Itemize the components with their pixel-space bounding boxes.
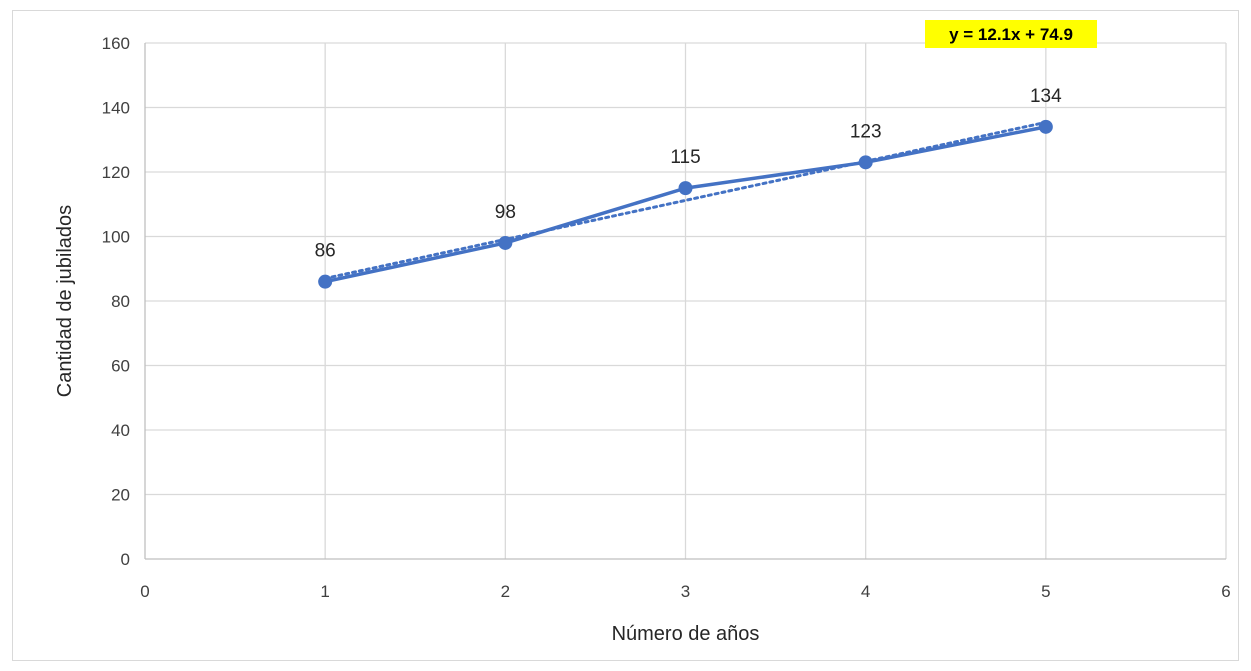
axes xyxy=(144,43,1226,560)
data-label: 123 xyxy=(850,121,882,142)
gridlines xyxy=(145,42,1227,559)
x-tick-label: 5 xyxy=(1041,582,1050,601)
y-tick-labels: 0 20 40 60 80 100 120 140 160 xyxy=(102,34,130,569)
y-axis-title: Cantidad de jubilados xyxy=(54,205,76,397)
data-label: 98 xyxy=(495,202,516,223)
series-group xyxy=(318,119,1053,289)
trendline xyxy=(323,120,1048,280)
data-point xyxy=(678,181,693,196)
data-point xyxy=(498,235,513,250)
y-tick-label: 40 xyxy=(111,421,130,440)
x-tick-label: 3 xyxy=(681,582,690,601)
y-tick-label: 140 xyxy=(102,99,130,118)
x-tick-label: 2 xyxy=(501,582,510,601)
data-label: 115 xyxy=(670,147,700,168)
data-label: 86 xyxy=(315,241,336,262)
x-tick-label: 0 xyxy=(140,582,149,601)
x-tick-label: 6 xyxy=(1221,582,1230,601)
x-tick-label: 1 xyxy=(320,582,329,601)
y-tick-label: 0 xyxy=(121,550,130,569)
data-point xyxy=(1038,119,1053,134)
trendline-group xyxy=(323,120,1048,280)
x-axis-title: Número de años xyxy=(612,623,760,645)
y-tick-label: 160 xyxy=(102,34,130,53)
trendline-equation: y = 12.1x + 74.9 xyxy=(925,20,1097,48)
chart-frame xyxy=(12,10,1239,661)
y-tick-label: 100 xyxy=(102,228,130,247)
y-tick-label: 80 xyxy=(111,292,130,311)
y-tick-label: 60 xyxy=(111,357,130,376)
y-tick-label: 20 xyxy=(111,486,130,505)
data-point xyxy=(858,155,873,170)
equation-background xyxy=(925,20,1097,48)
equation-text: y = 12.1x + 74.9 xyxy=(949,25,1073,44)
x-tick-label: 4 xyxy=(861,582,870,601)
x-tick-labels: 0 1 2 3 4 5 6 xyxy=(140,582,1230,601)
y-tick-label: 120 xyxy=(102,163,130,182)
data-label: 134 xyxy=(1030,86,1062,107)
data-labels: 86 98 115 123 134 xyxy=(315,86,1063,262)
data-point xyxy=(318,274,333,289)
